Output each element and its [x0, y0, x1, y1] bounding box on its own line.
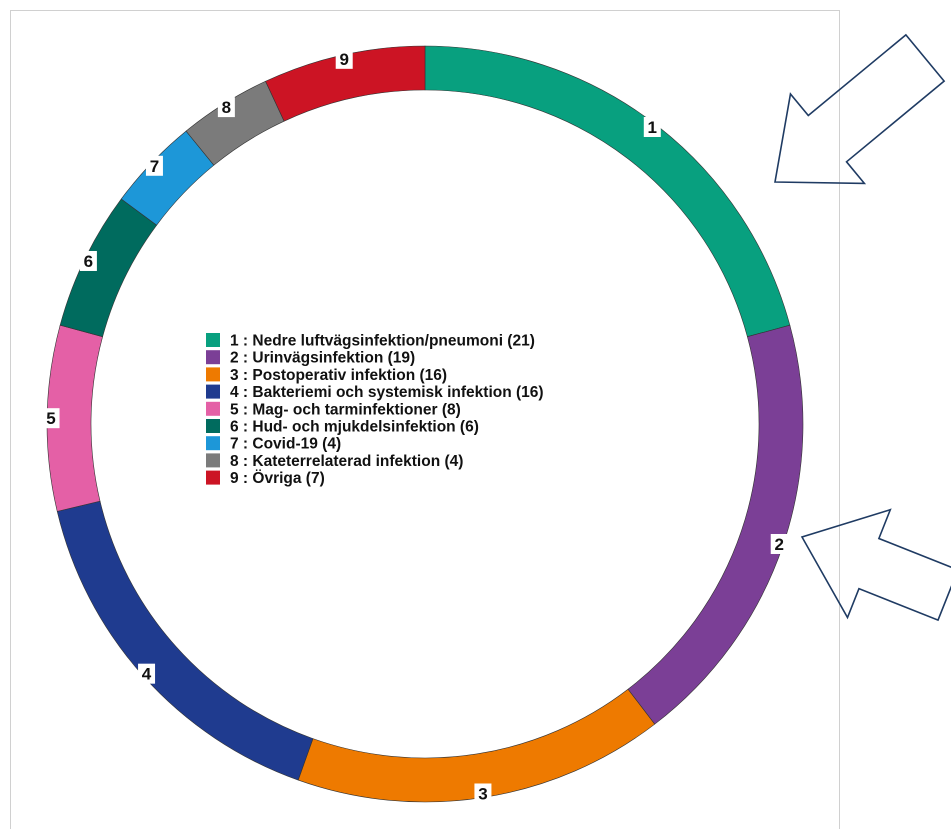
- legend-entry-6: 6 : Hud- och mjukdelsinfektion (6): [230, 419, 479, 436]
- slice-label-box: [79, 250, 97, 271]
- slice-label-box: [770, 533, 788, 554]
- legend-entry-3: 3 : Postoperativ infektion (16): [230, 367, 447, 384]
- slice-number-labels: 1 2 3 4 5 6 7 8 9: [42, 48, 788, 804]
- legend-swatch-4: [206, 384, 220, 399]
- legend: 1 : Nedre luftvägsinfektion/pneumoni (21…: [206, 333, 544, 487]
- arrow-pointing-slice-2: [800, 508, 951, 622]
- slice-label-text: 3: [478, 784, 487, 803]
- slice-label-text: 7: [150, 157, 159, 176]
- slice-label-box: [145, 155, 163, 176]
- donut-slice-1: [424, 45, 791, 338]
- slice-label-box: [643, 116, 661, 137]
- slice-label-text: 1: [648, 118, 657, 137]
- slice-label-box: [138, 663, 156, 684]
- legend-swatch-5: [206, 401, 220, 416]
- slice-label-text: 9: [339, 50, 348, 69]
- legend-entry-7: 7 : Covid-19 (4): [230, 436, 341, 453]
- slice-label-box: [217, 97, 235, 118]
- slice-label-7: 7: [145, 155, 163, 176]
- slice-label-6: 6: [79, 250, 97, 271]
- legend-entry-9: 9 : Övriga (7): [230, 470, 325, 487]
- slice-label-box: [474, 783, 492, 804]
- legend-swatch-9: [206, 470, 220, 485]
- legend-entry-4: 4 : Bakteriemi och systemisk infektion (…: [230, 384, 544, 401]
- annotation-arrows: [774, 33, 951, 622]
- slice-label-1: 1: [643, 116, 661, 137]
- donut-slice-9: [265, 45, 426, 122]
- legend-entry-5: 5 : Mag- och tarminfektioner (8): [230, 401, 461, 418]
- donut-segments: [46, 45, 804, 803]
- slice-label-text: 6: [84, 252, 93, 271]
- legend-swatch-7: [206, 436, 220, 451]
- legend-entry-2: 2 : Urinvägsinfektion (19): [230, 350, 415, 367]
- slice-label-text: 2: [774, 535, 783, 554]
- slice-label-text: 8: [222, 98, 231, 117]
- slice-label-2: 2: [770, 533, 788, 554]
- legend-entry-8: 8 : Kateterrelaterad infektion (4): [230, 453, 463, 470]
- arrow-pointing-slice-1: [774, 33, 946, 185]
- slice-label-box: [42, 408, 60, 429]
- legend-swatch-3: [206, 367, 220, 382]
- slice-label-9: 9: [335, 48, 353, 69]
- slice-label-text: 4: [142, 665, 152, 684]
- slice-label-5: 5: [42, 408, 60, 429]
- legend-swatch-2: [206, 350, 220, 365]
- chart-frame: [10, 10, 840, 829]
- slice-label-box: [335, 48, 353, 69]
- donut-slice-2: [627, 324, 804, 725]
- slice-label-8: 8: [217, 97, 235, 118]
- legend-swatch-8: [206, 453, 220, 468]
- slice-label-text: 5: [46, 409, 55, 428]
- donut-slice-6: [59, 198, 158, 338]
- legend-entry-1: 1 : Nedre luftvägsinfektion/pneumoni (21…: [230, 333, 535, 350]
- donut-slice-4: [56, 500, 314, 781]
- legend-swatch-6: [206, 419, 220, 433]
- slice-label-4: 4: [138, 663, 156, 684]
- legend-swatch-1: [206, 333, 220, 347]
- slice-label-3: 3: [474, 783, 492, 804]
